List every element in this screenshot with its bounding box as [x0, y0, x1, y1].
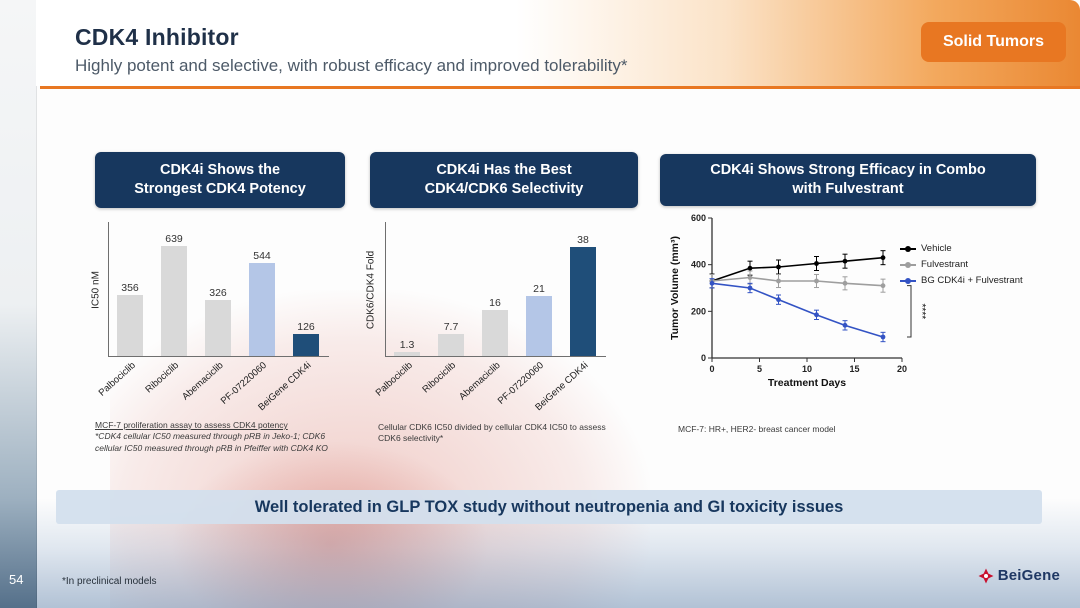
potency-bar-chart: 356 Palbociclib 639 Ribociclib 326 Abemacicli…	[96, 222, 329, 413]
bar-column: 639 Ribociclib	[144, 233, 187, 395]
selectivity-bar-chart: 1.3 Palbociclib 7.7 Ribociclib 16 Abemaciclib…	[373, 222, 606, 413]
bar-value-label: 544	[253, 250, 271, 262]
bar-plot-area: 1.3 Palbociclib 7.7 Ribociclib 16 Abemaciclib…	[373, 222, 606, 413]
bar	[249, 263, 275, 356]
panel2-footnote: Cellular CDK6 IC50 divided by cellular C…	[378, 422, 606, 444]
panel2-header: CDK4i Has the Best CDK4/CDK6 Selectivity	[370, 152, 638, 208]
bar	[161, 246, 187, 356]
svg-text:20: 20	[897, 364, 907, 374]
header-divider	[40, 86, 1080, 89]
bar-value-label: 38	[577, 234, 589, 246]
bar-column: 16 Abemaciclib	[457, 297, 508, 402]
legend-item: BG CDK4i + Fulvestrant	[900, 275, 1023, 286]
svg-text:400: 400	[691, 260, 706, 270]
bar-category-label: Abemaciclib	[179, 360, 226, 403]
panel3-header-line1: CDK4i Shows Strong Efficacy in Combo	[710, 162, 986, 179]
panel1-footnote-line: MCF-7 proliferation assay to assess CDK4…	[95, 420, 288, 430]
bar-column: 7.7 Ribociclib	[421, 321, 464, 395]
header-orange-gradient	[36, 0, 1080, 86]
bar-value-label: 126	[297, 321, 315, 333]
bar	[394, 352, 420, 356]
bar-value-label: 16	[489, 297, 501, 309]
bar-category-label: Palbociclib	[96, 360, 138, 399]
background-cell-image-dark	[170, 440, 490, 608]
svg-text:10: 10	[802, 364, 812, 374]
bar-plot-area: 356 Palbociclib 639 Ribociclib 326 Abemacicli…	[96, 222, 329, 413]
bar	[293, 334, 319, 356]
legend-item: Vehicle	[900, 243, 1023, 254]
page-number: 54	[9, 572, 24, 587]
tumor-volume-line-chart: 0 200 400 600 0 5 10 15 20 Tumor Volume (mm³) Trea…	[669, 213, 927, 389]
panel2-header-line2: CDK4/CDK6 Selectivity	[424, 181, 584, 197]
panel3-header: CDK4i Shows Strong Efficacy in Combo wit…	[660, 154, 1036, 206]
bar-value-label: 21	[533, 283, 545, 295]
svg-text:15: 15	[849, 364, 859, 374]
panel1-header-line2: Strongest CDK4 Potency	[134, 181, 306, 197]
beigene-logo: BeiGene	[978, 567, 1060, 584]
panel2-header-line1: CDK4i Has the Best	[436, 162, 572, 179]
panel1-footnote-italic: *CDK4 cellular IC50 measured through pRB…	[95, 431, 328, 453]
tolerability-banner: Well tolerated in GLP TOX study without …	[56, 490, 1042, 524]
bar-value-label: 326	[209, 287, 227, 299]
bar-category-label: Palbociclib	[373, 360, 415, 399]
bar-column: 1.3 Palbociclib	[373, 339, 420, 399]
panel1-header: CDK4i Shows the Strongest CDK4 Potency	[95, 152, 345, 208]
legend-item: Fulvestrant	[900, 259, 1023, 270]
solid-tumors-badge: Solid Tumors	[920, 22, 1066, 62]
bar	[482, 310, 508, 356]
bar-column: 356 Palbociclib	[96, 282, 143, 399]
bar-category-label: Ribociclib	[143, 360, 182, 396]
bar-category-label: Abemaciclib	[456, 360, 503, 403]
legend-label: Vehicle	[921, 243, 952, 254]
page-subtitle: Highly potent and selective, with robust…	[75, 56, 628, 75]
legend-label: Fulvestrant	[921, 259, 968, 270]
bar-value-label: 7.7	[443, 321, 459, 333]
bar-column: 38 BeiGene CDK4i	[533, 234, 596, 413]
bar-column: 21 PF-07220060	[496, 283, 552, 407]
bar	[117, 295, 143, 356]
svg-text:0: 0	[701, 353, 706, 363]
bar-value-label: 356	[121, 282, 139, 294]
bar-value-label: 639	[165, 233, 183, 245]
panel3-header-line2: with Fulvestrant	[792, 181, 904, 197]
bar-category-label: Ribociclib	[420, 360, 459, 396]
preclinical-footnote: *In preclinical models	[62, 576, 157, 587]
bar-column: 326 Abemaciclib	[180, 287, 231, 402]
legend-label: BG CDK4i + Fulvestrant	[921, 275, 1023, 286]
bar	[570, 247, 596, 356]
beigene-logo-icon	[978, 568, 994, 583]
line-chart-legend: Vehicle Fulvestrant BG CDK4i + Fulvestrant	[900, 243, 1023, 286]
page-title: CDK4 Inhibitor	[75, 24, 239, 50]
selectivity-chart-ylabel: CDK6/CDK4 Fold	[365, 250, 377, 330]
beigene-logo-text: BeiGene	[997, 567, 1060, 584]
left-edge-strip	[0, 0, 37, 608]
legend-marker	[900, 245, 916, 252]
svg-text:Treatment Days: Treatment Days	[768, 377, 846, 389]
panel3-footnote: MCF-7: HR+, HER2- breast cancer model	[678, 424, 836, 434]
panel1-header-line1: CDK4i Shows the	[159, 162, 281, 179]
bar	[438, 334, 464, 356]
bar	[526, 296, 552, 356]
svg-text:200: 200	[691, 306, 706, 316]
legend-marker	[900, 277, 916, 284]
svg-text:600: 600	[691, 213, 706, 223]
svg-text:****: ****	[916, 304, 927, 320]
svg-text:0: 0	[709, 364, 714, 374]
potency-chart-ylabel: IC50 nM	[90, 271, 102, 309]
bar-value-label: 1.3	[399, 339, 415, 351]
svg-text:5: 5	[757, 364, 762, 374]
bar-column: 544 PF-07220060	[219, 250, 275, 407]
panel1-footnote: MCF-7 proliferation assay to assess CDK4…	[95, 420, 353, 454]
bar	[205, 300, 231, 356]
svg-text:Tumor Volume (mm³): Tumor Volume (mm³)	[669, 236, 681, 340]
legend-marker	[900, 261, 916, 268]
bar-column: 126 BeiGene CDK4i	[256, 321, 319, 413]
